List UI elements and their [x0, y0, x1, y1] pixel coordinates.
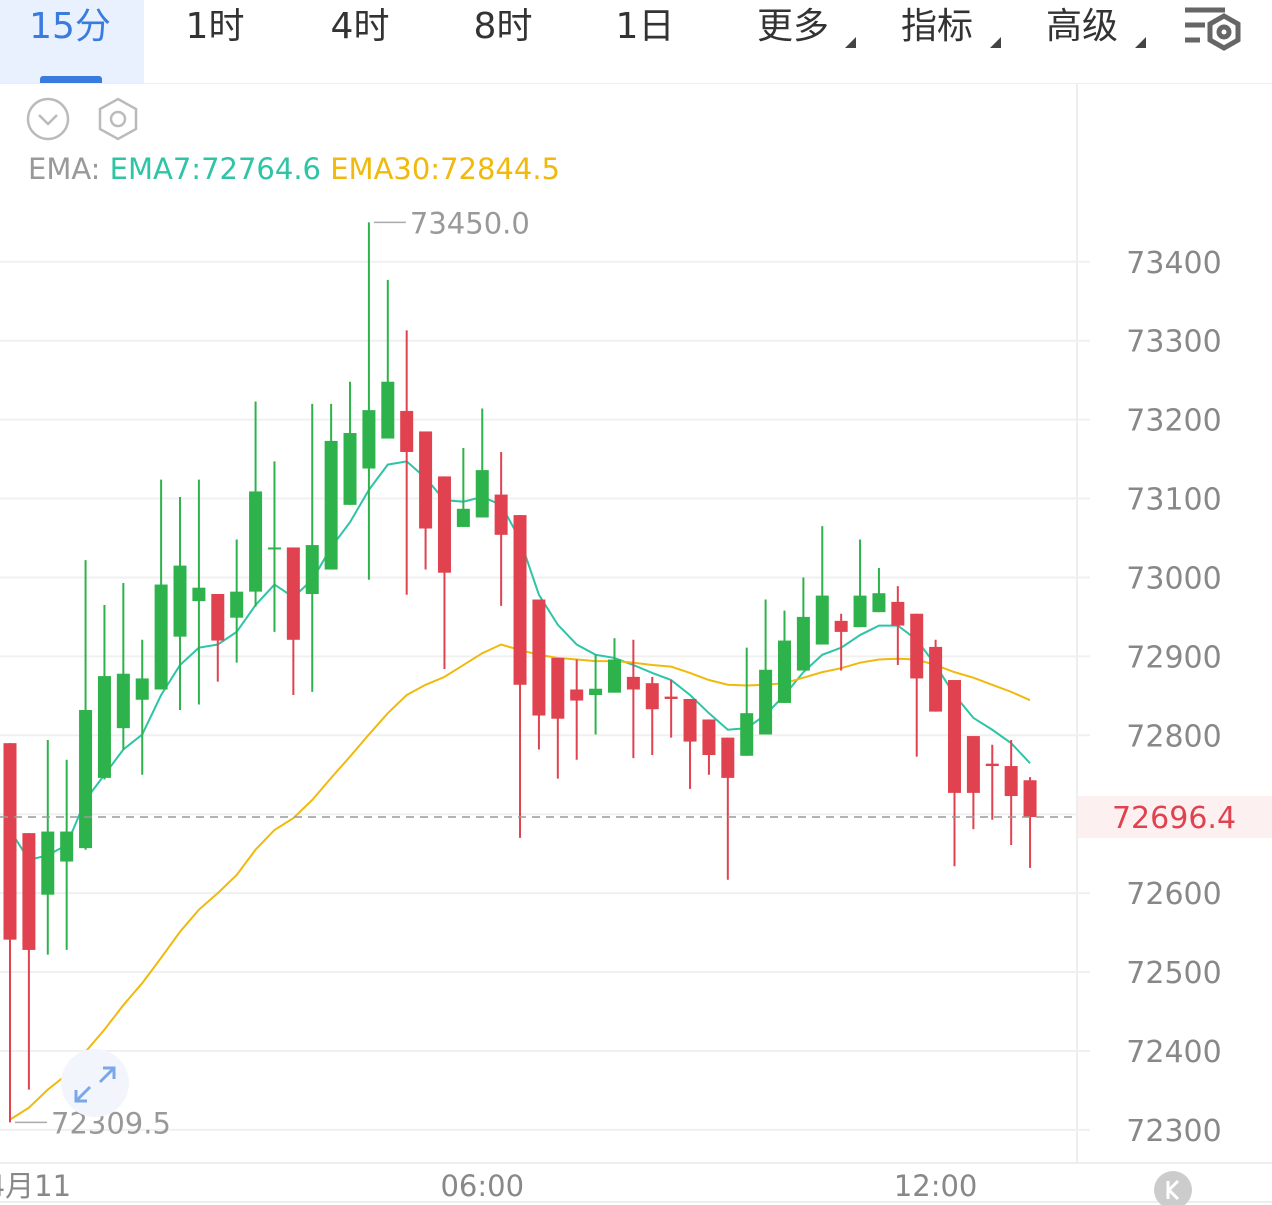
candle-body [305, 545, 319, 595]
candle-body [400, 410, 414, 452]
candle-body [230, 591, 244, 618]
candle-body [721, 737, 735, 778]
dropdown-arrow [1135, 37, 1146, 48]
candle-body [513, 515, 527, 685]
candle-body [116, 673, 130, 729]
candle-body [872, 593, 886, 613]
candle-body [891, 601, 905, 626]
candle-body [1023, 780, 1037, 818]
x-tick-label: 12:00 [894, 1169, 978, 1203]
candle-body [286, 547, 300, 640]
candle-body [948, 680, 961, 793]
x-tick-label: 4月11 [0, 1169, 71, 1203]
last-price-bg [1078, 796, 1272, 839]
candle-body [551, 657, 565, 719]
candle-body [853, 595, 867, 628]
candle-body [815, 595, 829, 645]
candle-body [267, 547, 281, 550]
candle-body [626, 676, 640, 690]
legend-label: EMA: [28, 152, 101, 186]
candle-body [834, 620, 848, 632]
candle-body [475, 470, 489, 518]
candle-body [135, 678, 149, 700]
candle-body [324, 440, 338, 570]
candle-body [192, 587, 206, 602]
dropdown-arrow [845, 37, 856, 48]
y-tick-label: 72400 [1126, 1035, 1221, 1070]
legend-entry: EMA7:72764.6 [109, 152, 321, 186]
x-tick-label: 06:00 [440, 1169, 524, 1203]
y-tick-label: 72900 [1126, 640, 1221, 675]
candle-body [532, 599, 546, 716]
candle-body [910, 613, 924, 679]
y-tick-label: 72500 [1126, 956, 1221, 991]
y-tick-label: 73300 [1126, 325, 1221, 360]
tab-bar: 15分 1时 4时 8时 1日 更多 指标 高级 [0, 0, 1272, 84]
y-tick-label: 72800 [1126, 719, 1221, 754]
tab[interactable]: 8时 [473, 6, 533, 47]
tab[interactable]: 高级 [1045, 6, 1119, 47]
candle-body [381, 381, 395, 439]
candle-body [343, 433, 357, 505]
candle-body [570, 689, 584, 701]
legend-entry: EMA30:72844.5 [330, 152, 560, 186]
candle-body [97, 676, 111, 778]
dropdown-arrow [990, 37, 1001, 48]
candle-body [929, 646, 943, 712]
candle-body [41, 831, 55, 895]
candle-body [211, 594, 225, 641]
active-tab-bg [0, 0, 144, 83]
candle-body [985, 763, 999, 767]
candle-body [362, 410, 376, 469]
tab[interactable]: 1时 [185, 6, 245, 47]
expand-icon[interactable] [61, 1049, 129, 1117]
candle-body [456, 508, 470, 527]
candle-body [494, 494, 508, 535]
candle-body [664, 696, 678, 699]
collapse-icon[interactable] [26, 97, 70, 141]
candle-body [3, 743, 17, 940]
candle-body [607, 659, 621, 693]
y-tick-label: 73200 [1126, 404, 1221, 439]
y-tick-label: 73400 [1126, 246, 1221, 281]
candle-body [759, 669, 773, 735]
legend: EMA: EMA7:72764.6 EMA30:72844.5 [28, 152, 560, 186]
tab[interactable]: 1日 [615, 6, 675, 47]
candle-body [249, 491, 263, 592]
k-icon[interactable] [1154, 1171, 1192, 1205]
tab[interactable]: 更多 [756, 6, 830, 47]
tab[interactable]: 指标 [900, 6, 974, 47]
settings-icon[interactable] [1185, 7, 1241, 51]
indicator-icon[interactable] [98, 97, 138, 141]
candle-body [645, 683, 659, 710]
candle-body [173, 565, 187, 637]
candle-body [22, 833, 36, 950]
candle-body [740, 713, 754, 756]
high-label: 73450.0 [410, 206, 530, 240]
candle-body [702, 719, 716, 756]
candle-body [437, 476, 451, 573]
y-tick-label: 73100 [1126, 483, 1221, 518]
candle-body [796, 616, 810, 671]
candle-body [154, 584, 168, 690]
last-price-label: 72696.4 [1112, 801, 1236, 836]
candle-body [966, 736, 980, 793]
candle-body [683, 698, 697, 742]
candle-body [1004, 766, 1018, 797]
tab[interactable]: 15分 [29, 6, 111, 47]
candle-body [589, 688, 603, 696]
candle-body [79, 710, 93, 849]
candle-body [777, 640, 791, 703]
tab[interactable]: 4时 [330, 6, 390, 47]
active-underline [40, 76, 102, 83]
candle-body [60, 831, 74, 862]
y-tick-label: 72600 [1126, 877, 1221, 912]
y-tick-label: 72300 [1126, 1114, 1221, 1149]
y-tick-label: 73000 [1126, 561, 1221, 596]
candle-body [419, 431, 433, 529]
